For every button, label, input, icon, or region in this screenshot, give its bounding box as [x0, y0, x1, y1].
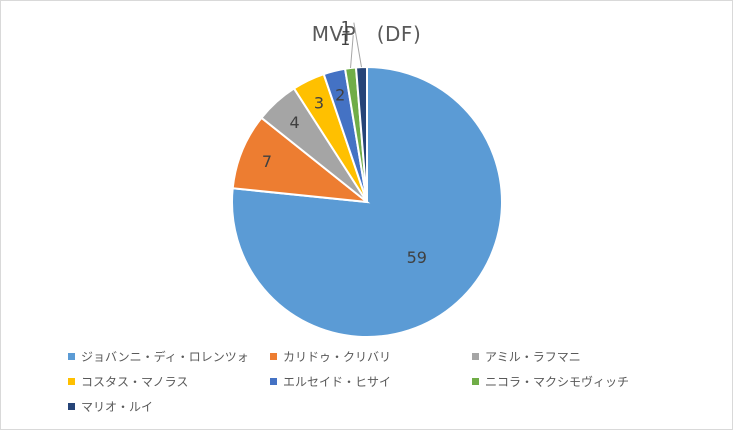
legend-label: ジョバンニ・ディ・ロレンツォ	[81, 350, 249, 364]
legend-item: アミル・ラフマニ	[472, 348, 581, 365]
legend-item: エルセイド・ヒサイ	[270, 373, 391, 390]
legend-swatch	[68, 378, 75, 385]
legend-item: カリドゥ・クリバリ	[270, 348, 391, 365]
legend-item: ジョバンニ・ディ・ロレンツォ	[68, 348, 249, 365]
legend-swatch	[472, 353, 479, 360]
legend-label: コスタス・マノラス	[81, 375, 189, 389]
legend-swatch	[270, 353, 277, 360]
chart-title: MVP (DF)	[311, 22, 422, 46]
legend-swatch	[270, 378, 277, 385]
data-label: 4	[290, 113, 300, 132]
data-label: 7	[262, 152, 272, 171]
legend-swatch	[68, 403, 75, 410]
data-label: 2	[335, 86, 345, 105]
leader-line	[350, 35, 354, 69]
legend-item: マリオ・ルイ	[68, 398, 153, 415]
legend-label: マリオ・ルイ	[81, 400, 154, 414]
data-label: 59	[407, 248, 427, 267]
legend-label: アミル・ラフマニ	[485, 350, 581, 364]
leader-line	[353, 22, 362, 68]
legend-item: コスタス・マノラス	[68, 373, 188, 390]
legend-swatch	[68, 353, 75, 360]
data-label: 1	[341, 18, 351, 37]
legend-label: エルセイド・ヒサイ	[283, 375, 392, 389]
legend-label: カリドゥ・クリバリ	[283, 350, 392, 364]
legend-swatch	[472, 378, 479, 385]
legend-label: ニコラ・マクシモヴィッチ	[485, 375, 630, 389]
data-label: 3	[314, 93, 324, 112]
data-label: 1	[340, 30, 350, 49]
legend-item: ニコラ・マクシモヴィッチ	[472, 373, 629, 390]
